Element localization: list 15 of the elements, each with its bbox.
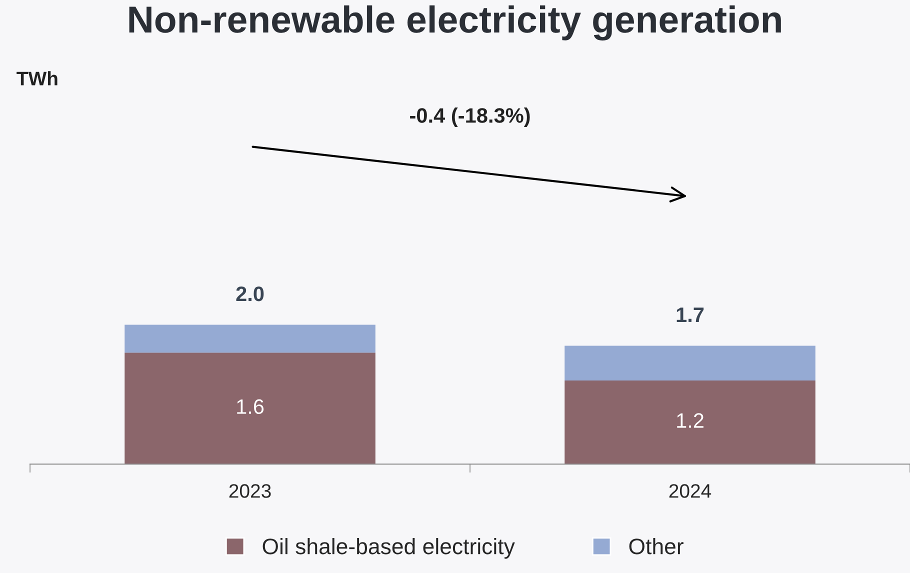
bar [564,346,816,381]
data-label: 1.2 [677,413,704,428]
legend-label: Oil shale-based electricity [262,538,515,559]
total-label: 2.0 [236,286,264,302]
bar [124,352,376,464]
x-tick-label: 2024 [669,484,712,498]
legend-label: Other [629,538,684,554]
x-tick-label: 2023 [229,484,271,498]
bar [124,324,376,353]
text: -0.4 (-18.3%) [410,108,530,127]
bar [564,380,816,464]
chart-title: Non-renewable electricity generation [129,5,781,40]
text: TWh [16,71,58,86]
data-label: 1.6 [237,399,264,414]
total-label: 1.7 [676,308,704,322]
